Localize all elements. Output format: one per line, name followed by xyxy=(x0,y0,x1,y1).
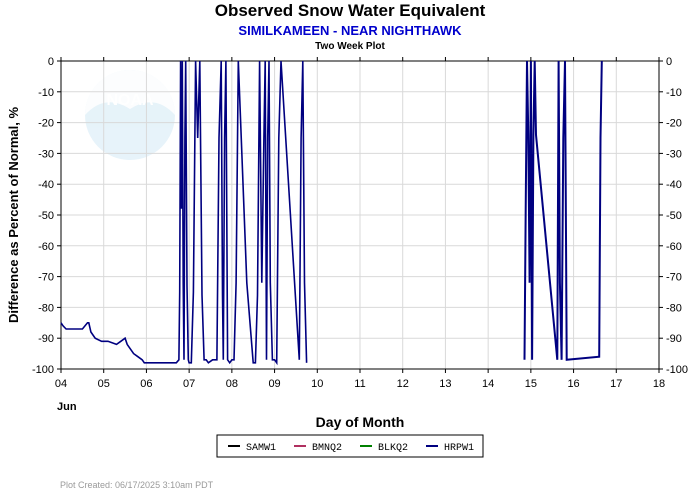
legend-box xyxy=(216,434,484,458)
y-tick-label-right: -30 xyxy=(666,148,682,160)
x-month-label: Jun xyxy=(57,401,77,413)
legend: SAMW1 BMNQ2 BLKQ2 HRPW1 xyxy=(216,434,484,458)
legend-label-samw1: SAMW1 xyxy=(246,443,276,454)
y-tick-label-right: -90 xyxy=(666,333,682,345)
legend-label-bmnq2: BMNQ2 xyxy=(312,443,342,454)
series-layer xyxy=(60,60,603,366)
legend-label-hrpw1: HRPW1 xyxy=(444,443,474,454)
x-tick-label: 06 xyxy=(140,378,152,390)
y-tick-label-left: -50 xyxy=(38,210,54,222)
x-tick-label: 04 xyxy=(55,378,67,390)
y-tick-label-left: -10 xyxy=(38,87,54,99)
x-tick-label: 09 xyxy=(268,378,280,390)
plot-period-label: Two Week Plot xyxy=(315,41,385,52)
y-tick-label-left: -40 xyxy=(38,179,54,191)
y-tick-label-right: -40 xyxy=(666,179,682,191)
x-tick-label: 18 xyxy=(653,378,665,390)
y-tick-label-left: -60 xyxy=(38,241,54,253)
series-line-hrpw1-1 xyxy=(60,60,308,366)
x-tick-label: 11 xyxy=(354,378,365,390)
y-tick-label-right: -10 xyxy=(666,87,682,99)
noaa-logo: NOAA xyxy=(85,70,175,160)
plot-created-note: Plot Created: 06/17/2025 3:10am PDT xyxy=(60,480,214,490)
y-tick-label-right: -60 xyxy=(666,241,682,253)
chart-subtitle: SIMILKAMEEN - NEAR NIGHTHAWK xyxy=(238,23,462,38)
plot-frame xyxy=(60,60,660,370)
y-tick-label-left: -100 xyxy=(32,364,54,376)
x-tick-label: 16 xyxy=(567,378,579,390)
x-axis-label: Day of Month xyxy=(316,414,405,430)
y-tick-label-left: 0 xyxy=(48,56,54,68)
x-tick-label: 13 xyxy=(439,378,451,390)
legend-label-blkq2: BLKQ2 xyxy=(378,443,408,454)
x-tick-label: 14 xyxy=(482,378,494,390)
x-tick-label: 15 xyxy=(525,378,537,390)
y-tick-label-right: -80 xyxy=(666,302,682,314)
axes xyxy=(57,57,663,373)
y-tick-label-right: 0 xyxy=(666,56,672,68)
series-line-hrpw1-2 xyxy=(523,60,603,361)
y-tick-label-left: -20 xyxy=(38,118,54,130)
x-tick-label: 12 xyxy=(397,378,409,390)
noaa-logo-text: NOAA xyxy=(106,92,154,109)
x-tick-label: 05 xyxy=(98,378,110,390)
x-tick-label: 17 xyxy=(610,378,622,390)
x-tick-label: 10 xyxy=(311,378,323,390)
y-tick-label-left: -80 xyxy=(38,302,54,314)
tick-labels: 0 0 -10 -10 -20 -20 -30 -30 -40 -40 -50 -50 -60 -60 -7… xyxy=(32,56,688,390)
x-tick-label: 07 xyxy=(183,378,195,390)
chart-title: Observed Snow Water Equivalent xyxy=(214,1,486,20)
y-tick-label-left: -70 xyxy=(38,272,54,284)
y-axis-label: Difference as Percent of Normal, % xyxy=(6,107,21,323)
y-tick-label-right: -50 xyxy=(666,210,682,222)
y-tick-label-right: -100 xyxy=(666,364,688,376)
x-tick-label: 08 xyxy=(226,378,238,390)
y-tick-label-left: -30 xyxy=(38,148,54,160)
y-tick-label-left: -90 xyxy=(38,333,54,345)
y-tick-label-right: -20 xyxy=(666,118,682,130)
y-tick-label-right: -70 xyxy=(666,272,682,284)
